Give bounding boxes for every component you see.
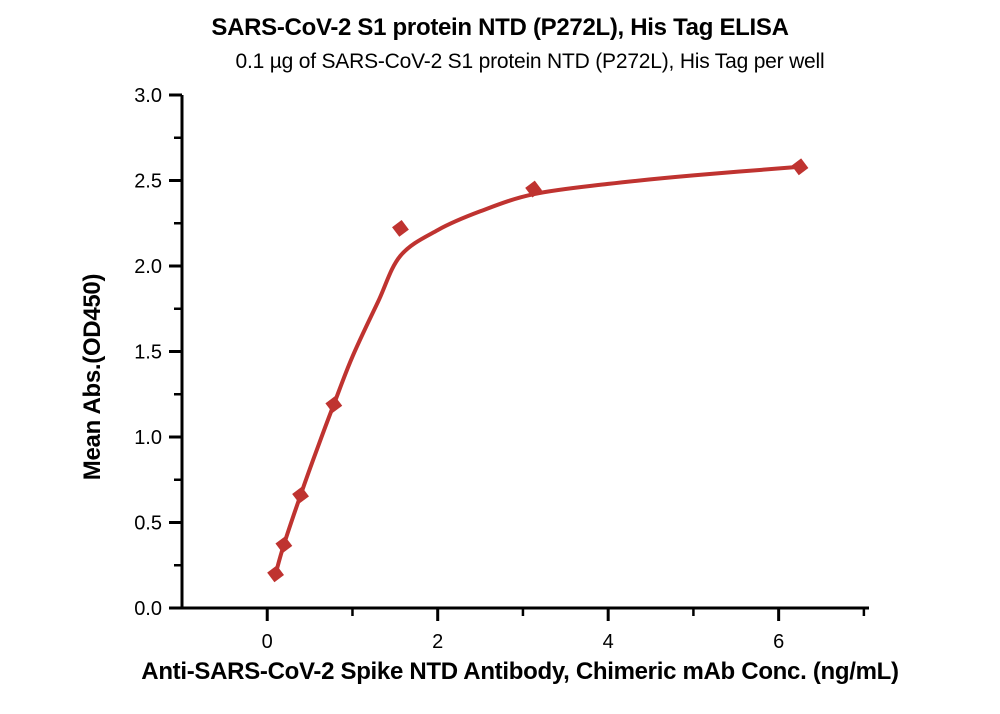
x-tick-label: 2 — [432, 631, 443, 653]
data-point-marker — [292, 486, 309, 504]
data-point-marker — [325, 396, 343, 413]
y-tick-label: 1.0 — [134, 427, 162, 449]
x-tick-label: 0 — [262, 631, 273, 653]
data-point-marker — [392, 219, 409, 237]
y-tick-label: 3.0 — [134, 85, 162, 107]
data-point-marker — [275, 536, 293, 554]
x-tick-label: 4 — [603, 631, 614, 653]
data-point-marker — [525, 180, 543, 198]
chart-title: SARS-CoV-2 S1 protein NTD (P272L), His T… — [211, 14, 789, 41]
fit-curve — [273, 164, 802, 576]
x-tick-label: 6 — [773, 631, 784, 653]
chart-subtitle: 0.1 µg of SARS-CoV-2 S1 protein NTD (P27… — [235, 50, 825, 73]
y-tick-label: 1.5 — [134, 342, 162, 364]
y-tick-label: 0.0 — [134, 598, 162, 620]
x-axis-title: Anti-SARS-CoV-2 Spike NTD Antibody, Chim… — [141, 658, 899, 685]
y-tick-label: 2.5 — [134, 171, 162, 193]
y-tick-label: 0.5 — [134, 513, 162, 535]
y-tick-label: 2.0 — [134, 256, 162, 278]
data-point-marker — [267, 565, 285, 583]
axis-lines — [180, 95, 869, 610]
data-point-marker — [791, 158, 809, 176]
